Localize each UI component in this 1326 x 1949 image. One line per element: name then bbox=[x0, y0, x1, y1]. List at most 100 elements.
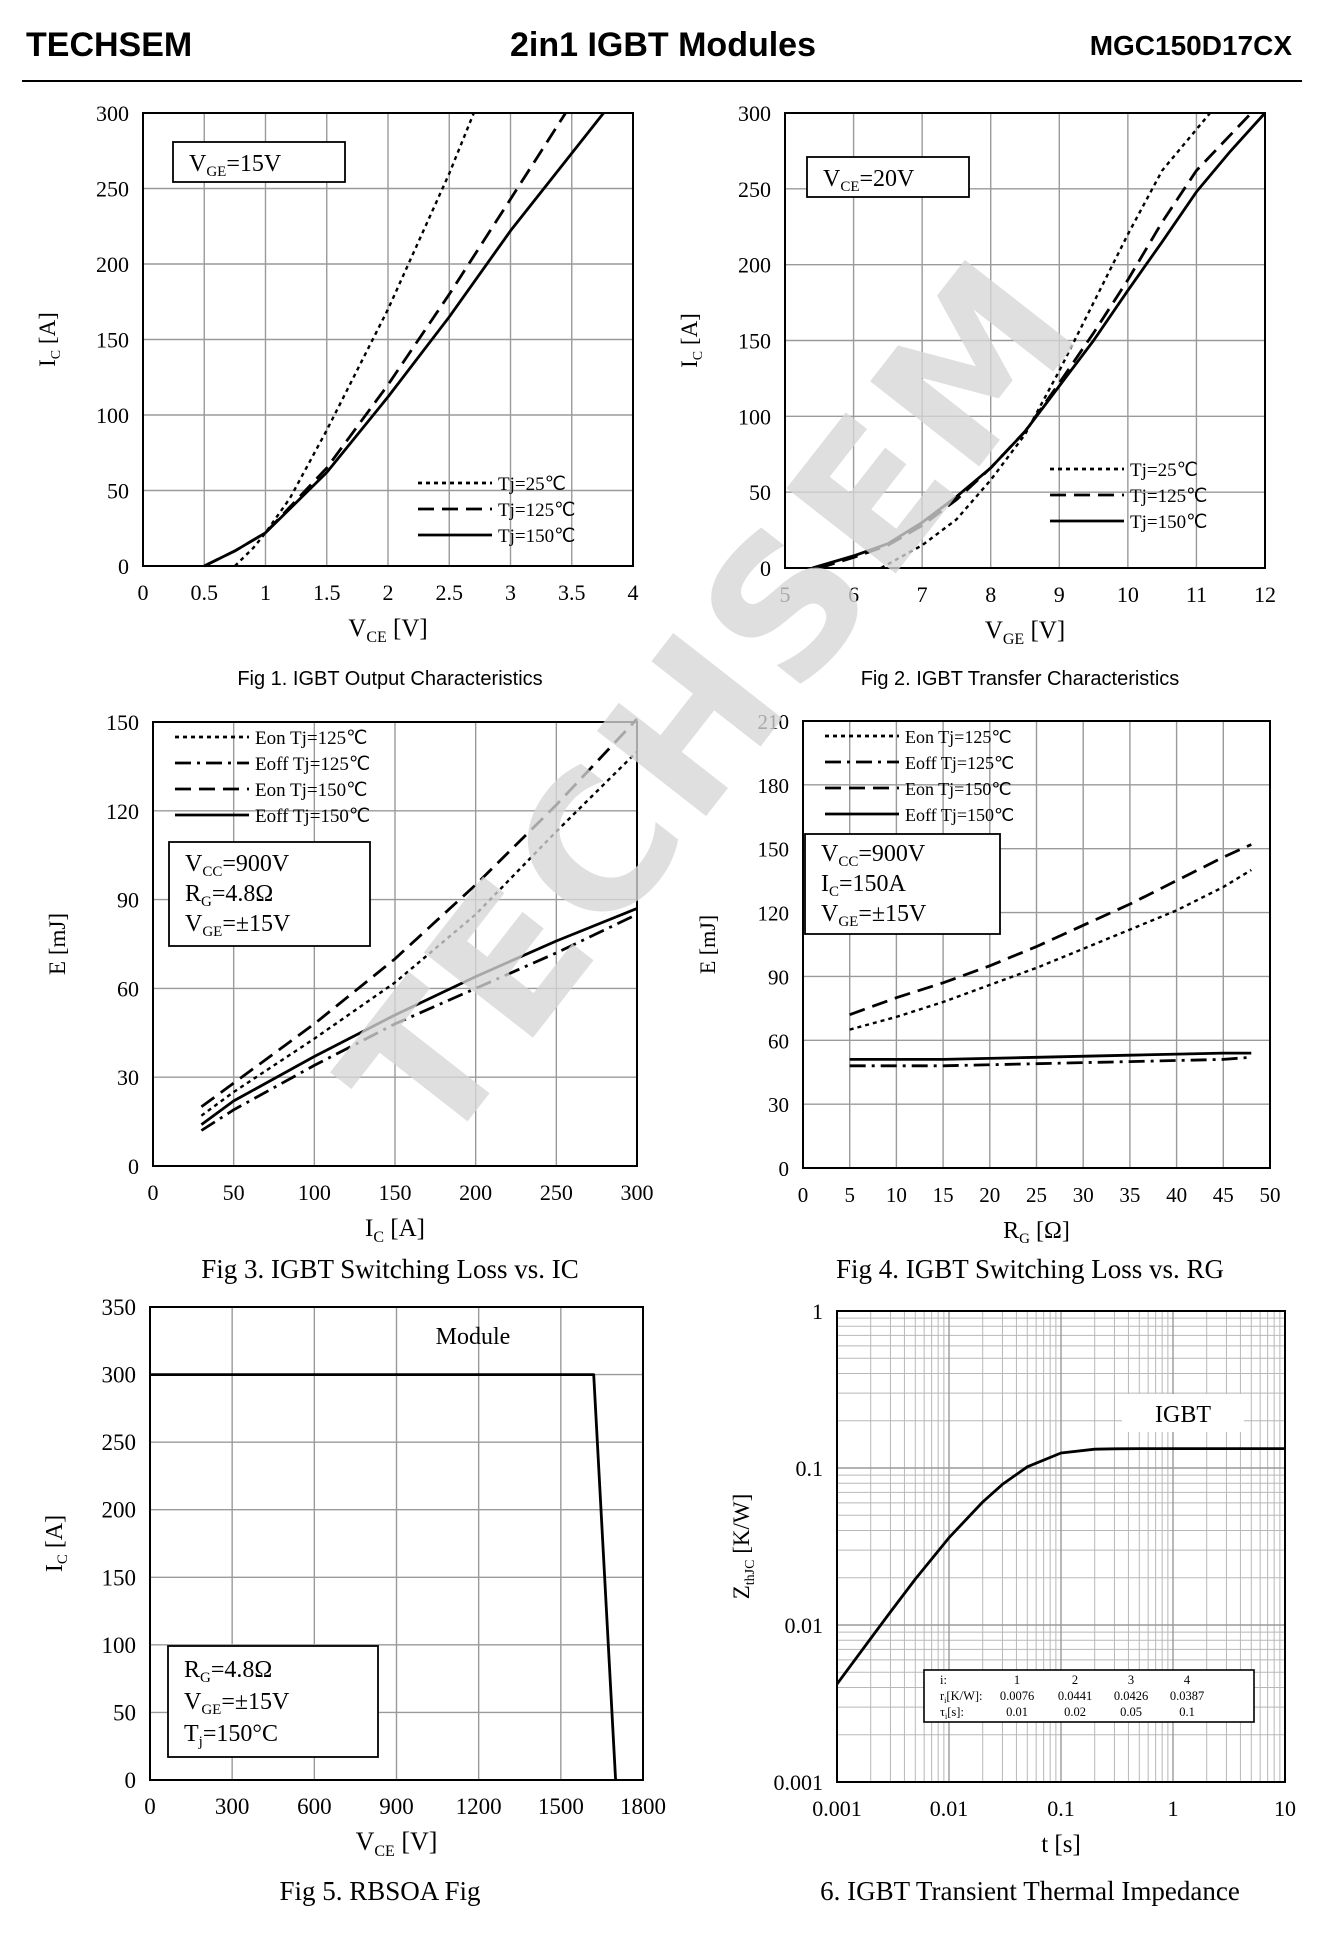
fig5-chart: 0 300 600 900 1200 1500 1800 0 50 100 150 200 250 300… bbox=[42, 1295, 666, 1860]
fig1-xtick-label: 3 bbox=[505, 580, 516, 605]
fig3-chart: 0 50 100 150 200 250 300 0 30 60 90 120 150 IC [A] E [… bbox=[45, 710, 654, 1246]
document-title: 2in1 IGBT Modules bbox=[509, 26, 817, 64]
fig5-xtick-label: 900 bbox=[379, 1794, 414, 1819]
fig3-annotation-text: VCC=900V bbox=[185, 851, 290, 880]
fig1-chart: 0 0.5 1 1.5 2 2.5 3 3.5 4 0 50 100 150 200 250 300 VCE [… bbox=[35, 101, 639, 646]
fig6-table-col-header: 2 bbox=[1072, 1673, 1078, 1687]
fig6-table-r-value: 0.0441 bbox=[1058, 1689, 1092, 1703]
fig3-annotation-text: RG=4.8Ω bbox=[185, 881, 273, 910]
fig4-ytick-label: 180 bbox=[758, 774, 790, 798]
fig3-plot-frame bbox=[152, 721, 638, 1167]
fig1-xtick-label: 3.5 bbox=[558, 580, 586, 605]
fig5-xtick-label: 300 bbox=[215, 1794, 250, 1819]
fig6-thermal-table: i: 1 2 3 4 ri[K/W]: 0.0076 0.0441 0.0426 0.0387 τi… bbox=[923, 1669, 1255, 1723]
fig5-caption: Fig 5. RBSOA Fig bbox=[279, 1876, 481, 1906]
fig1-ylabel: IC [A] bbox=[35, 312, 64, 367]
fig4-xtick-label: 0 bbox=[798, 1183, 809, 1207]
fig6-igbt-label-box: IGBT bbox=[1122, 1394, 1244, 1432]
fig2-xtick-label: 6 bbox=[848, 582, 859, 607]
fig4-legend-entry: Eon Tj=150℃ bbox=[905, 779, 1012, 799]
fig4-series-0 bbox=[849, 868, 1252, 1031]
fig3-series-2 bbox=[200, 718, 639, 1108]
fig4-xtick-label: 35 bbox=[1119, 1183, 1140, 1207]
fig3-ytick-label: 30 bbox=[117, 1065, 139, 1090]
fig1-ytick-label: 0 bbox=[118, 554, 129, 579]
fig5-xtick-label: 0 bbox=[144, 1794, 156, 1819]
fig6-xtick-label: 0.1 bbox=[1047, 1796, 1075, 1821]
fig1-ytick-label: 300 bbox=[96, 101, 129, 126]
fig5-ytick-label: 100 bbox=[102, 1633, 137, 1658]
part-number: MGC150D17CX bbox=[1089, 30, 1292, 61]
fig6-table-col-header: 3 bbox=[1128, 1673, 1134, 1687]
fig5-ytick-label: 300 bbox=[102, 1363, 137, 1388]
fig2-legend: Tj=25℃ Tj=125℃ Tj=150℃ bbox=[1050, 460, 1207, 533]
fig1-series-1 bbox=[203, 112, 567, 568]
fig2-legend-entry: Tj=125℃ bbox=[1130, 486, 1207, 507]
fig3-xtick-label: 100 bbox=[298, 1180, 331, 1205]
fig2-caption: Fig 2. IGBT Transfer Characteristics bbox=[860, 668, 1180, 690]
fig1-xlabel: VCE [V] bbox=[348, 615, 427, 646]
fig1-annotation-box: VGE=15V bbox=[172, 141, 346, 183]
page-header: TECHSEM 2in1 IGBT Modules MGC150D17CX bbox=[0, 0, 1326, 90]
fig2-ytick-label: 250 bbox=[738, 177, 771, 202]
fig4-ytick-label: 210 bbox=[758, 710, 790, 734]
fig3-annotation-frame bbox=[168, 841, 371, 947]
fig5-xtick-label: 1200 bbox=[456, 1794, 502, 1819]
fig2-ytick-label: 150 bbox=[738, 329, 771, 354]
fig6-table-tau-value: 0.05 bbox=[1120, 1705, 1142, 1719]
fig2-plot-frame bbox=[784, 112, 1266, 569]
fig6-table-frame bbox=[923, 1669, 1255, 1723]
fig6-table-r-value: 0.0426 bbox=[1114, 1689, 1148, 1703]
fig2-ytick-label: 100 bbox=[738, 404, 771, 429]
fig5-annotation-frame bbox=[167, 1645, 379, 1758]
fig2-ytick-label: 200 bbox=[738, 253, 771, 278]
fig6-ylabel: ZthJC [K/W] bbox=[729, 1494, 758, 1600]
fig6-ytick-label: 0.001 bbox=[774, 1770, 824, 1795]
fig2-xtick-label: 8 bbox=[985, 582, 996, 607]
fig4-xtick-label: 5 bbox=[844, 1183, 855, 1207]
fig1-plot-frame bbox=[142, 112, 634, 567]
fig6-table-tau-label: τi[s]: bbox=[940, 1705, 964, 1721]
fig4-ytick-label: 60 bbox=[768, 1029, 789, 1053]
fig1-annotation-frame bbox=[172, 141, 346, 183]
fig6-ytick-label: 0.01 bbox=[785, 1613, 824, 1638]
fig3-xtick-label: 50 bbox=[223, 1180, 245, 1205]
fig2-ylabel: IC [A] bbox=[677, 313, 706, 368]
fig3-xtick-label: 300 bbox=[621, 1180, 654, 1205]
fig1-xtick-label: 2.5 bbox=[436, 580, 464, 605]
fig4-xtick-label: 45 bbox=[1213, 1183, 1234, 1207]
fig6-ytick-label: 0.1 bbox=[796, 1456, 824, 1481]
fig3-annotation-text: VGE=±15V bbox=[185, 911, 291, 940]
fig5-xlabel: VCE [V] bbox=[356, 1827, 438, 1860]
fig1-caption: Fig 1. IGBT Output Characteristics bbox=[237, 668, 543, 690]
fig1-series-2 bbox=[203, 112, 605, 568]
fig3-ylabel: E [mJ] bbox=[45, 913, 70, 975]
fig5-series-0 bbox=[150, 1373, 617, 1781]
fig3-xlabel: IC [A] bbox=[365, 1215, 425, 1246]
fig6-igbt-label-bg bbox=[1122, 1394, 1244, 1432]
fig3-series-0 bbox=[200, 750, 638, 1117]
fig4-xtick-label: 25 bbox=[1026, 1183, 1047, 1207]
fig5-ytick-label: 250 bbox=[102, 1430, 137, 1455]
fig3-series-3 bbox=[200, 907, 638, 1126]
fig1-legend-entry: Tj=125℃ bbox=[498, 500, 575, 521]
fig1-ytick-label: 200 bbox=[96, 252, 129, 277]
fig2-xtick-label: 5 bbox=[780, 582, 791, 607]
fig4-legend-entry: Eon Tj=125℃ bbox=[905, 727, 1012, 747]
fig5-module-label: Module bbox=[436, 1324, 511, 1350]
fig5-xtick-label: 1500 bbox=[538, 1794, 584, 1819]
fig6-table-tau-value: 0.01 bbox=[1006, 1705, 1028, 1719]
fig4-xtick-label: 50 bbox=[1260, 1183, 1281, 1207]
fig5-ytick-label: 200 bbox=[102, 1498, 137, 1523]
fig1-legend-entry: Tj=25℃ bbox=[498, 474, 566, 495]
fig4-legend: Eon Tj=125℃ Eoff Tj=125℃ Eon Tj=150℃ Eoff T… bbox=[825, 727, 1014, 825]
fig2-series-0 bbox=[880, 112, 1212, 570]
fig4-annotation-frame bbox=[804, 833, 1001, 935]
fig1-legend-entry: Tj=150℃ bbox=[498, 526, 575, 547]
fig5-plot-frame bbox=[149, 1306, 644, 1781]
fig4-ytick-label: 120 bbox=[758, 902, 790, 926]
fig2-ytick-label: 0 bbox=[760, 556, 771, 581]
